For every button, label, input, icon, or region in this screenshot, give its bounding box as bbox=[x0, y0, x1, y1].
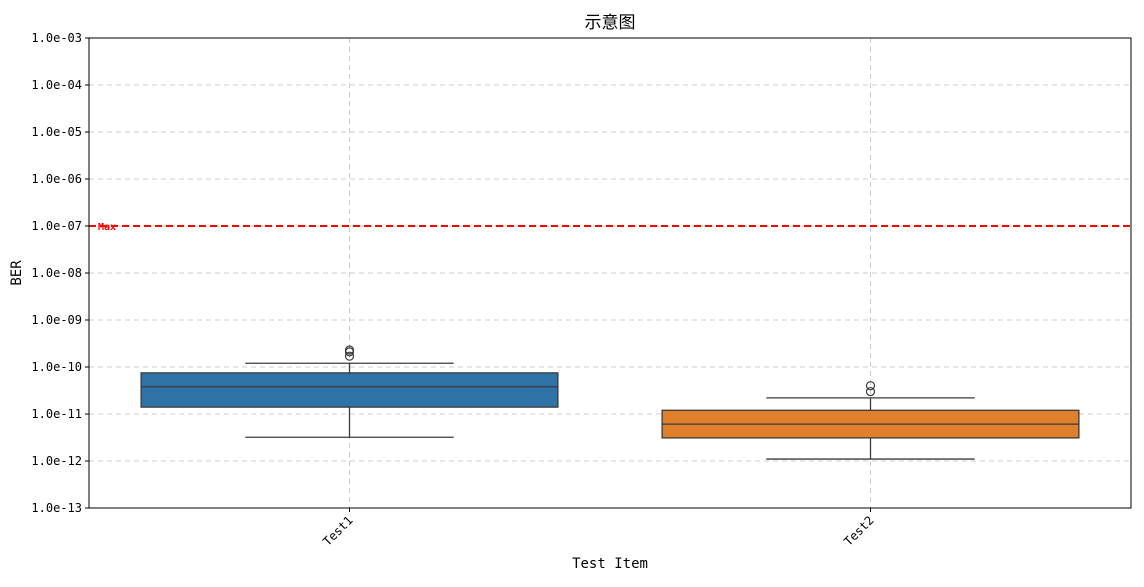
x-axis-label: Test Item bbox=[572, 556, 648, 572]
outlier-point bbox=[344, 351, 355, 361]
y-tick-layer: 1.0e-13 1.0e-12 1.0e-11 1.0e-10 1.0e-09 1.0e-… bbox=[31, 31, 89, 515]
box-test2 bbox=[661, 381, 1080, 460]
reference-line-label: Max bbox=[98, 222, 116, 233]
outlier-point bbox=[865, 381, 876, 391]
y-tick-label: 1.0e-06 bbox=[31, 172, 82, 186]
box-layer bbox=[140, 345, 1080, 460]
outlier-point bbox=[865, 386, 876, 397]
y-tick-label: 1.0e-13 bbox=[31, 501, 82, 515]
y-tick-label: 1.0e-03 bbox=[31, 31, 82, 45]
iqr-box bbox=[140, 372, 559, 408]
y-tick-label: 1.0e-07 bbox=[31, 219, 82, 233]
x-tick-label: Test2 bbox=[841, 513, 876, 548]
y-tick-label: 1.0e-10 bbox=[31, 360, 82, 374]
y-axis-label: BER bbox=[9, 260, 25, 286]
y-tick-label: 1.0e-04 bbox=[31, 78, 82, 92]
y-tick-label: 1.0e-11 bbox=[31, 407, 82, 421]
grid-layer bbox=[89, 37, 1131, 509]
y-tick-label: 1.0e-09 bbox=[31, 313, 82, 327]
y-tick-label: 1.0e-05 bbox=[31, 125, 82, 139]
outlier-point bbox=[344, 345, 355, 355]
y-tick-label: 1.0e-08 bbox=[31, 266, 82, 280]
box-test1 bbox=[140, 345, 559, 438]
chart-title: 示意图 bbox=[585, 13, 636, 33]
x-tick-layer: Test1 Test2 bbox=[320, 508, 877, 549]
reference-line-layer: Max bbox=[89, 222, 1131, 233]
x-tick-label: Test1 bbox=[320, 513, 355, 548]
y-tick-label: 1.0e-12 bbox=[31, 454, 82, 468]
